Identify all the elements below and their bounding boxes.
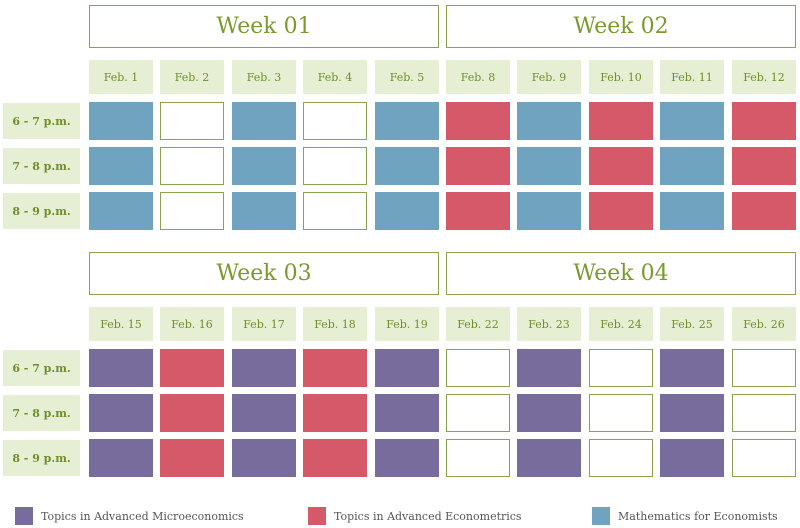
class-slot-math xyxy=(660,192,724,230)
date-label: Feb. 23 xyxy=(517,307,581,341)
empty-slot xyxy=(732,349,796,387)
week-header: Week 02 xyxy=(446,5,796,48)
class-slot-math xyxy=(232,147,296,185)
empty-slot xyxy=(732,439,796,477)
legend-label: Topics in Advanced Econometrics xyxy=(334,509,522,523)
class-slot-math xyxy=(660,102,724,140)
class-slot-micro xyxy=(89,394,153,432)
legend-swatch xyxy=(592,507,610,525)
empty-slot xyxy=(589,349,653,387)
week-header: Week 03 xyxy=(89,252,439,295)
legend-swatch xyxy=(308,507,326,525)
class-slot-econ xyxy=(303,349,367,387)
class-slot-econ xyxy=(446,102,510,140)
class-slot-math xyxy=(517,192,581,230)
date-label: Feb. 4 xyxy=(303,60,367,94)
class-slot-micro xyxy=(375,349,439,387)
time-label: 7 - 8 p.m. xyxy=(3,148,80,184)
legend-label: Mathematics for Economists xyxy=(618,509,778,523)
class-slot-micro xyxy=(232,349,296,387)
class-slot-econ xyxy=(589,102,653,140)
class-slot-math xyxy=(375,147,439,185)
class-slot-micro xyxy=(660,439,724,477)
class-slot-micro xyxy=(89,439,153,477)
class-slot-econ xyxy=(160,439,224,477)
empty-slot xyxy=(303,147,367,185)
legend-item: Topics in Advanced Econometrics xyxy=(308,507,522,525)
class-slot-math xyxy=(89,102,153,140)
class-slot-micro xyxy=(517,349,581,387)
date-label: Feb. 11 xyxy=(660,60,724,94)
class-slot-math xyxy=(232,192,296,230)
legend-item: Topics in Advanced Microeconomics xyxy=(15,507,244,525)
empty-slot xyxy=(160,147,224,185)
class-slot-econ xyxy=(732,192,796,230)
class-slot-econ xyxy=(446,147,510,185)
empty-slot xyxy=(303,192,367,230)
date-label: Feb. 26 xyxy=(732,307,796,341)
date-label: Feb. 10 xyxy=(589,60,653,94)
week-header: Week 01 xyxy=(89,5,439,48)
time-label: 6 - 7 p.m. xyxy=(3,350,80,386)
date-label: Feb. 12 xyxy=(732,60,796,94)
date-label: Feb. 15 xyxy=(89,307,153,341)
date-label: Feb. 8 xyxy=(446,60,510,94)
date-label: Feb. 3 xyxy=(232,60,296,94)
class-slot-micro xyxy=(89,349,153,387)
class-slot-econ xyxy=(732,147,796,185)
legend-swatch xyxy=(15,507,33,525)
class-slot-econ xyxy=(160,394,224,432)
date-label: Feb. 18 xyxy=(303,307,367,341)
date-label: Feb. 5 xyxy=(375,60,439,94)
date-label: Feb. 22 xyxy=(446,307,510,341)
date-label: Feb. 17 xyxy=(232,307,296,341)
empty-slot xyxy=(446,394,510,432)
date-label: Feb. 24 xyxy=(589,307,653,341)
empty-slot xyxy=(160,192,224,230)
empty-slot xyxy=(446,349,510,387)
class-slot-micro xyxy=(660,349,724,387)
legend-item: Mathematics for Economists xyxy=(592,507,778,525)
class-slot-micro xyxy=(517,394,581,432)
empty-slot xyxy=(589,439,653,477)
time-label: 8 - 9 p.m. xyxy=(3,440,80,476)
time-label: 7 - 8 p.m. xyxy=(3,395,80,431)
date-label: Feb. 1 xyxy=(89,60,153,94)
class-slot-math xyxy=(232,102,296,140)
class-slot-econ xyxy=(589,192,653,230)
empty-slot xyxy=(446,439,510,477)
date-label: Feb. 9 xyxy=(517,60,581,94)
empty-slot xyxy=(303,102,367,140)
class-slot-econ xyxy=(446,192,510,230)
class-slot-micro xyxy=(517,439,581,477)
class-slot-math xyxy=(89,147,153,185)
empty-slot xyxy=(160,102,224,140)
class-slot-micro xyxy=(375,394,439,432)
class-slot-math xyxy=(517,147,581,185)
class-slot-econ xyxy=(589,147,653,185)
class-slot-math xyxy=(375,102,439,140)
date-label: Feb. 19 xyxy=(375,307,439,341)
class-slot-micro xyxy=(232,439,296,477)
class-slot-micro xyxy=(660,394,724,432)
class-slot-econ xyxy=(303,394,367,432)
week-header: Week 04 xyxy=(446,252,796,295)
legend-label: Topics in Advanced Microeconomics xyxy=(41,509,244,523)
date-label: Feb. 2 xyxy=(160,60,224,94)
class-slot-math xyxy=(89,192,153,230)
class-slot-math xyxy=(517,102,581,140)
empty-slot xyxy=(589,394,653,432)
class-slot-econ xyxy=(303,439,367,477)
date-label: Feb. 16 xyxy=(160,307,224,341)
class-slot-econ xyxy=(732,102,796,140)
time-label: 8 - 9 p.m. xyxy=(3,193,80,229)
date-label: Feb. 25 xyxy=(660,307,724,341)
class-slot-econ xyxy=(160,349,224,387)
class-slot-math xyxy=(375,192,439,230)
class-slot-math xyxy=(660,147,724,185)
class-slot-micro xyxy=(232,394,296,432)
empty-slot xyxy=(732,394,796,432)
class-slot-micro xyxy=(375,439,439,477)
time-label: 6 - 7 p.m. xyxy=(3,103,80,139)
